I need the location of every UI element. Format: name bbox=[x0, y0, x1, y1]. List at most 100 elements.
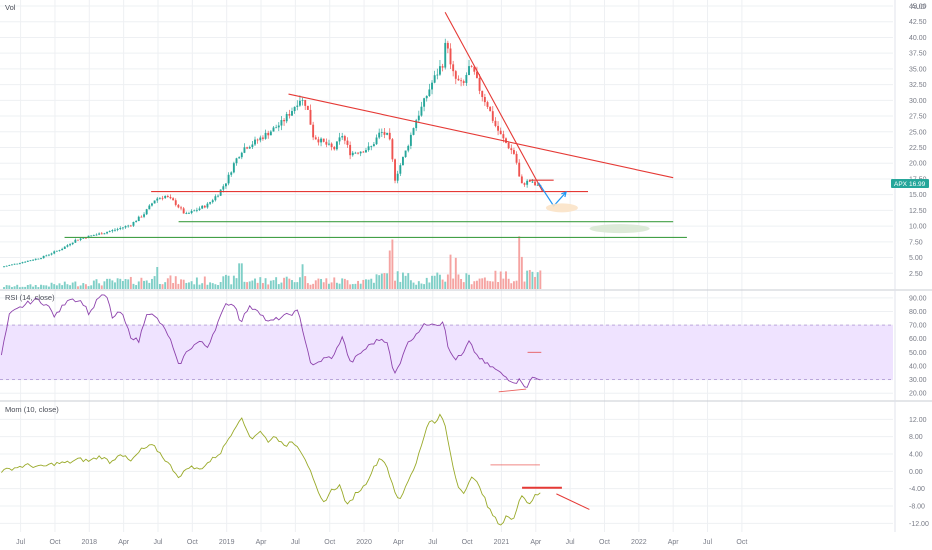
candle-body bbox=[454, 71, 457, 79]
volume-bar bbox=[198, 284, 201, 289]
candle-body bbox=[201, 205, 204, 209]
candle-body bbox=[362, 151, 365, 153]
volume-bar bbox=[169, 275, 172, 289]
candle-body bbox=[335, 141, 338, 150]
volume-bar bbox=[74, 281, 77, 289]
candle-body bbox=[425, 95, 428, 99]
volume-bar bbox=[441, 279, 444, 289]
candle-body bbox=[365, 150, 367, 153]
volume-bar bbox=[98, 283, 101, 289]
candle-body bbox=[135, 221, 138, 222]
price-y-tick-label: 25.00 bbox=[909, 129, 927, 136]
volume-bar bbox=[528, 269, 531, 289]
candle-body bbox=[195, 209, 198, 211]
volume-bar bbox=[362, 279, 365, 289]
candle-body bbox=[158, 197, 161, 199]
volume-bars bbox=[3, 236, 542, 289]
volume-bar bbox=[90, 285, 93, 289]
volume-bar bbox=[259, 277, 262, 289]
candle-body bbox=[417, 115, 420, 121]
candle-body bbox=[510, 148, 513, 151]
candle-body bbox=[465, 74, 468, 83]
candle-body bbox=[169, 197, 172, 199]
x-tick-label: Oct bbox=[187, 539, 198, 546]
volume-bar bbox=[45, 285, 48, 289]
candle-body bbox=[26, 260, 29, 262]
drawing-annotations[interactable] bbox=[64, 12, 687, 510]
candle-body bbox=[491, 111, 494, 121]
rsi-series-line bbox=[0, 294, 541, 388]
price-y-tick-label: 7.50 bbox=[909, 239, 923, 246]
volume-bar bbox=[367, 279, 370, 289]
candle-body bbox=[34, 258, 37, 260]
rsi-y-tick-label: 80.00 bbox=[909, 309, 927, 316]
rsi-y-tick-label: 50.00 bbox=[909, 350, 927, 357]
volume-bar bbox=[322, 282, 325, 289]
volume-bar bbox=[523, 281, 526, 289]
volume-bar bbox=[446, 274, 449, 289]
volume-bar bbox=[222, 276, 225, 289]
candle-body bbox=[256, 139, 259, 141]
candle-body bbox=[172, 198, 175, 201]
x-tick-label: Apr bbox=[668, 539, 680, 546]
volume-bar bbox=[50, 282, 53, 289]
candle-body bbox=[164, 195, 167, 199]
volume-bar bbox=[156, 267, 159, 289]
candle-body bbox=[116, 228, 119, 230]
candle-body bbox=[40, 258, 42, 259]
volume-bar bbox=[82, 283, 85, 289]
candle-body bbox=[69, 244, 72, 246]
grey-green-target-zone bbox=[589, 224, 650, 234]
candle-body bbox=[100, 233, 103, 235]
mom-y-tick-label: 8.00 bbox=[909, 434, 923, 441]
volume-bar bbox=[140, 277, 143, 289]
volume-bar bbox=[465, 273, 468, 289]
volume-bar bbox=[26, 285, 29, 289]
last-price-badge[interactable]: APX 16.99 bbox=[891, 179, 929, 188]
price-y-tick-label: 35.00 bbox=[909, 66, 927, 73]
mom-y-tick-label: -8.00 bbox=[909, 504, 925, 511]
candle-body bbox=[24, 261, 27, 263]
candle-body bbox=[185, 213, 188, 214]
candle-body bbox=[222, 186, 225, 190]
volume-bar bbox=[304, 276, 307, 289]
volume-bar bbox=[267, 284, 270, 289]
candle-body bbox=[452, 64, 455, 72]
candle-body bbox=[32, 259, 35, 261]
candle-body bbox=[354, 152, 357, 154]
candle-body bbox=[497, 125, 500, 131]
volume-bar bbox=[58, 283, 61, 289]
x-tick-label: Apr bbox=[118, 539, 130, 546]
price-y-tick-label: 20.00 bbox=[909, 161, 927, 168]
volume-bar bbox=[137, 281, 140, 289]
price-y-tick-label: 40.00 bbox=[909, 35, 927, 42]
volume-bar bbox=[378, 275, 381, 289]
volume-bar bbox=[172, 283, 175, 289]
candle-body bbox=[3, 266, 5, 268]
candle-body bbox=[148, 205, 151, 210]
volume-bar bbox=[391, 239, 394, 289]
candle-body bbox=[367, 146, 370, 151]
last-price-value: 16.99 bbox=[909, 181, 926, 188]
candle-body bbox=[444, 42, 447, 68]
volume-bar bbox=[8, 285, 11, 289]
red-trendline bbox=[444, 12, 544, 192]
candle-body bbox=[77, 239, 79, 241]
x-tick-label: Jul bbox=[566, 539, 575, 546]
candle-body bbox=[114, 229, 116, 231]
currency-label: AUD bbox=[911, 4, 926, 11]
price-candles[interactable] bbox=[3, 38, 542, 268]
volume-pane-title: Vol bbox=[5, 3, 16, 12]
volume-bar bbox=[518, 236, 521, 289]
volume-bar bbox=[158, 283, 161, 289]
projection-arrow-head bbox=[561, 191, 567, 198]
volume-bar bbox=[63, 281, 66, 289]
volume-bar bbox=[40, 284, 42, 289]
volume-bar bbox=[343, 278, 346, 289]
candle-body bbox=[394, 159, 396, 181]
rsi-line bbox=[0, 294, 541, 388]
candle-body bbox=[436, 74, 439, 76]
volume-bar bbox=[494, 270, 497, 289]
volume-bar bbox=[423, 284, 426, 289]
